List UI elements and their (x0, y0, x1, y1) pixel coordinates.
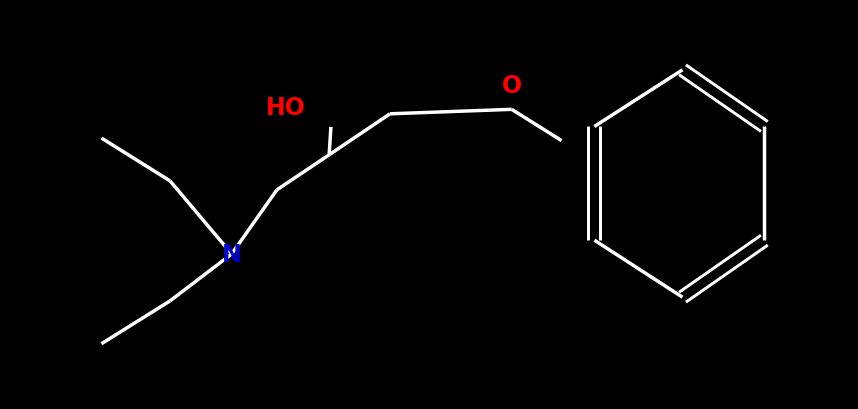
Text: N: N (221, 243, 242, 266)
Text: HO: HO (266, 96, 306, 120)
Text: O: O (502, 74, 522, 98)
